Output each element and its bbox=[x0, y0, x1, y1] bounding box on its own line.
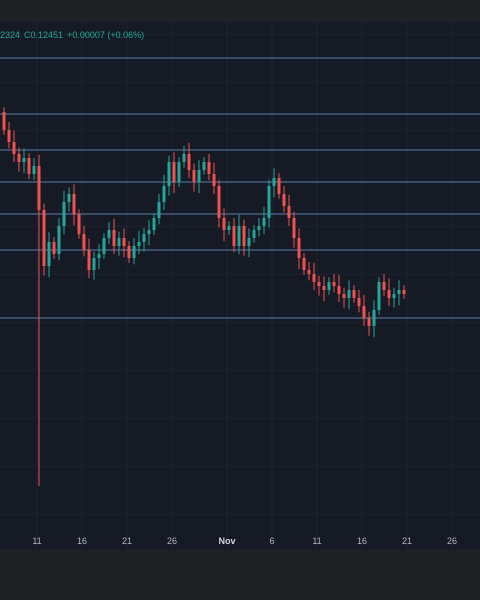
candle-body bbox=[392, 294, 396, 298]
candle-body bbox=[282, 194, 286, 206]
candle-body bbox=[387, 290, 391, 298]
candle-body bbox=[57, 226, 61, 254]
close-label: C bbox=[24, 30, 31, 40]
candle-body bbox=[172, 162, 176, 182]
candle-body bbox=[362, 306, 366, 318]
candle-body bbox=[207, 162, 211, 174]
candle-body bbox=[162, 186, 166, 202]
x-tick-label: Nov bbox=[218, 536, 236, 546]
candle-body bbox=[157, 202, 161, 218]
candle-body bbox=[42, 210, 46, 266]
candle-body bbox=[272, 178, 276, 186]
candle-body bbox=[292, 218, 296, 238]
x-tick-label: 21 bbox=[121, 536, 133, 546]
candle-body bbox=[62, 202, 66, 226]
candle-body bbox=[302, 258, 306, 270]
candle-body bbox=[112, 230, 116, 246]
ohlc-legend: 2324 C0.12451 +0.00007 (+0.06%) bbox=[0, 30, 148, 44]
candle-body bbox=[352, 290, 356, 298]
candle-body bbox=[122, 238, 126, 246]
candle-body bbox=[342, 294, 346, 298]
chart-frame[interactable] bbox=[0, 22, 480, 550]
x-tick-label: 11 bbox=[32, 536, 42, 546]
candle-body bbox=[312, 274, 316, 282]
candle-body bbox=[382, 282, 386, 290]
candle-body bbox=[347, 290, 351, 298]
candle-body bbox=[247, 238, 251, 246]
candle-body bbox=[107, 230, 111, 238]
candle-body bbox=[377, 282, 381, 310]
x-tick-label: 26 bbox=[446, 536, 458, 546]
candle-body bbox=[397, 290, 401, 294]
candle-body bbox=[337, 286, 341, 294]
candle-body bbox=[72, 194, 76, 214]
candle-body bbox=[332, 282, 336, 286]
candle-body bbox=[167, 162, 171, 186]
candle-body bbox=[32, 166, 36, 174]
x-tick-label: 16 bbox=[356, 536, 368, 546]
candle-body bbox=[92, 258, 96, 270]
candle-body bbox=[182, 154, 186, 162]
candle-body bbox=[97, 254, 101, 258]
candle-body bbox=[17, 154, 21, 162]
candle-body bbox=[222, 218, 226, 230]
candle-body bbox=[137, 242, 141, 246]
candle-body bbox=[202, 162, 206, 170]
candle-body bbox=[327, 282, 331, 290]
open-value-fragment: 2324 bbox=[0, 30, 21, 40]
candle-body bbox=[252, 230, 256, 238]
x-tick-label: 21 bbox=[401, 536, 413, 546]
candle-body bbox=[267, 186, 271, 218]
candle-body bbox=[7, 130, 11, 142]
candle-body bbox=[322, 286, 326, 290]
candle-body bbox=[287, 206, 291, 218]
candle-body bbox=[132, 246, 136, 258]
candle-body bbox=[82, 234, 86, 250]
candle-body bbox=[187, 154, 191, 170]
candle-body bbox=[47, 242, 51, 266]
candle-body bbox=[227, 226, 231, 230]
candle-body bbox=[317, 282, 321, 286]
candle-body bbox=[117, 238, 121, 246]
candle-body bbox=[127, 246, 131, 258]
candle-body bbox=[152, 218, 156, 230]
candle-body bbox=[77, 214, 81, 234]
x-tick-label: 6 bbox=[269, 536, 275, 546]
candle-body bbox=[192, 170, 196, 182]
candle-body bbox=[147, 230, 151, 234]
candle-body bbox=[242, 226, 246, 246]
candle-body bbox=[212, 174, 216, 186]
candle-body bbox=[37, 166, 41, 210]
candle-body bbox=[257, 226, 261, 230]
candle-body bbox=[307, 270, 311, 274]
candle-body bbox=[67, 194, 71, 202]
price-chart[interactable] bbox=[0, 22, 480, 550]
candle-body bbox=[217, 186, 221, 218]
candle-body bbox=[2, 112, 6, 130]
candle-body bbox=[232, 226, 236, 246]
candle-body bbox=[87, 250, 91, 270]
change-value: +0.00007 (+0.06%) bbox=[67, 30, 145, 40]
candle-body bbox=[142, 234, 146, 242]
candle-body bbox=[372, 310, 376, 326]
candle-body bbox=[177, 162, 181, 182]
x-tick-label: 11 bbox=[312, 536, 322, 546]
candle-body bbox=[367, 318, 371, 326]
candle-body bbox=[262, 218, 266, 226]
candle-body bbox=[402, 290, 406, 294]
candle-body bbox=[357, 298, 361, 306]
candle-body bbox=[12, 142, 16, 154]
candle-body bbox=[297, 238, 301, 258]
candle-body bbox=[27, 158, 31, 174]
close-value: 0.12451 bbox=[30, 30, 64, 40]
candle-body bbox=[52, 242, 56, 254]
candle-body bbox=[237, 226, 241, 246]
x-tick-label: 26 bbox=[166, 536, 178, 546]
candle-body bbox=[277, 178, 281, 194]
candle-body bbox=[197, 170, 201, 182]
x-tick-label: 16 bbox=[76, 536, 88, 546]
candle-body bbox=[22, 158, 26, 162]
candle-body bbox=[102, 238, 106, 254]
